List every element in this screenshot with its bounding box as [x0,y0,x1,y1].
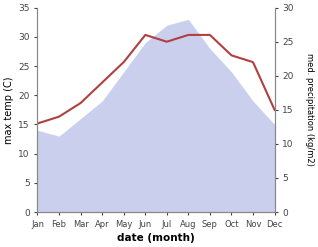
Y-axis label: med. precipitation (kg/m2): med. precipitation (kg/m2) [305,53,314,166]
X-axis label: date (month): date (month) [117,233,195,243]
Y-axis label: max temp (C): max temp (C) [4,76,14,144]
